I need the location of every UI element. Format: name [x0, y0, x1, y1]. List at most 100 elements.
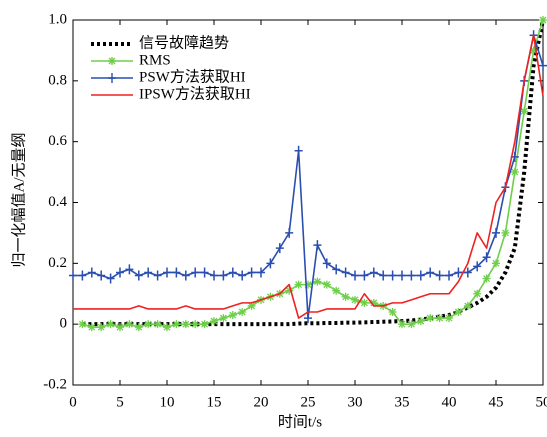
y-tick-label: 0.8 [48, 72, 67, 88]
legend-label: PSW方法获取HI [139, 68, 246, 85]
legend-label: IPSW方法获取HI [139, 85, 251, 102]
marker [78, 270, 87, 281]
marker [78, 320, 87, 329]
marker [172, 267, 181, 278]
marker [388, 308, 397, 316]
series-line [73, 34, 544, 319]
marker [520, 107, 529, 116]
marker [144, 267, 153, 278]
marker [313, 277, 322, 286]
marker [341, 267, 350, 278]
marker [332, 286, 341, 295]
marker [181, 270, 190, 281]
marker [501, 228, 510, 237]
marker [181, 320, 190, 329]
marker [191, 320, 200, 329]
x-tick-label: 50 [536, 394, 547, 410]
marker [219, 314, 228, 323]
x-tick-label: 20 [254, 394, 269, 410]
x-tick-label: 30 [348, 394, 363, 410]
marker [379, 270, 388, 281]
marker [228, 311, 237, 320]
marker [125, 264, 134, 275]
marker [134, 323, 143, 332]
marker [398, 320, 406, 329]
x-tick-label: 45 [489, 394, 504, 410]
y-axis-label: 归一化幅值A/无量纲 [10, 132, 27, 267]
marker [153, 270, 162, 281]
marker [285, 286, 294, 295]
y-tick-label: 0 [60, 316, 68, 332]
marker [200, 320, 209, 329]
marker [163, 267, 171, 278]
marker [125, 320, 134, 329]
marker [238, 270, 247, 281]
marker [407, 270, 416, 281]
marker [360, 270, 369, 281]
marker [388, 270, 397, 281]
marker [435, 270, 444, 281]
marker [257, 267, 265, 278]
marker [247, 267, 256, 278]
marker [294, 145, 303, 156]
marker [153, 320, 162, 329]
marker [426, 314, 435, 323]
marker [454, 308, 463, 316]
marker [360, 298, 369, 307]
marker [172, 320, 181, 329]
marker [116, 323, 124, 332]
marker [445, 314, 453, 323]
marker [492, 259, 500, 268]
marker [69, 270, 77, 281]
marker [200, 267, 209, 278]
x-axis-label: 时间t/s [278, 413, 322, 430]
legend-label: 信号故障趋势 [139, 33, 229, 51]
marker [322, 258, 331, 269]
marker [106, 320, 115, 329]
marker [445, 270, 453, 281]
marker [454, 267, 463, 278]
marker [228, 267, 237, 278]
marker [97, 323, 106, 332]
marker [369, 267, 378, 278]
marker [369, 298, 378, 307]
y-tick-label: 0.6 [48, 133, 67, 149]
marker [116, 267, 124, 278]
marker [163, 323, 171, 332]
marker [313, 240, 322, 251]
legend-label: RMS [139, 52, 171, 68]
marker [473, 289, 482, 298]
marker [407, 320, 416, 329]
marker [87, 267, 96, 278]
marker [539, 60, 547, 71]
marker [266, 258, 275, 269]
x-tick-label: 5 [116, 394, 124, 410]
marker [294, 280, 303, 289]
marker [191, 267, 200, 278]
marker [482, 274, 491, 283]
marker [304, 280, 312, 289]
marker [332, 264, 341, 275]
marker [322, 280, 331, 289]
marker [510, 168, 519, 177]
marker [351, 270, 359, 281]
y-tick-label: 1.0 [48, 11, 67, 27]
marker [210, 317, 218, 326]
marker [285, 227, 294, 238]
marker [247, 301, 256, 310]
marker [304, 313, 312, 324]
x-tick-label: 0 [69, 394, 77, 410]
marker [539, 16, 547, 24]
marker [210, 270, 218, 281]
marker [473, 261, 482, 272]
marker [275, 243, 284, 254]
marker [106, 273, 115, 284]
legend-marker [108, 73, 116, 83]
marker [238, 308, 247, 316]
marker [219, 270, 228, 281]
marker [144, 320, 153, 329]
legend-marker [108, 57, 116, 65]
marker [426, 267, 435, 278]
marker [398, 270, 406, 281]
